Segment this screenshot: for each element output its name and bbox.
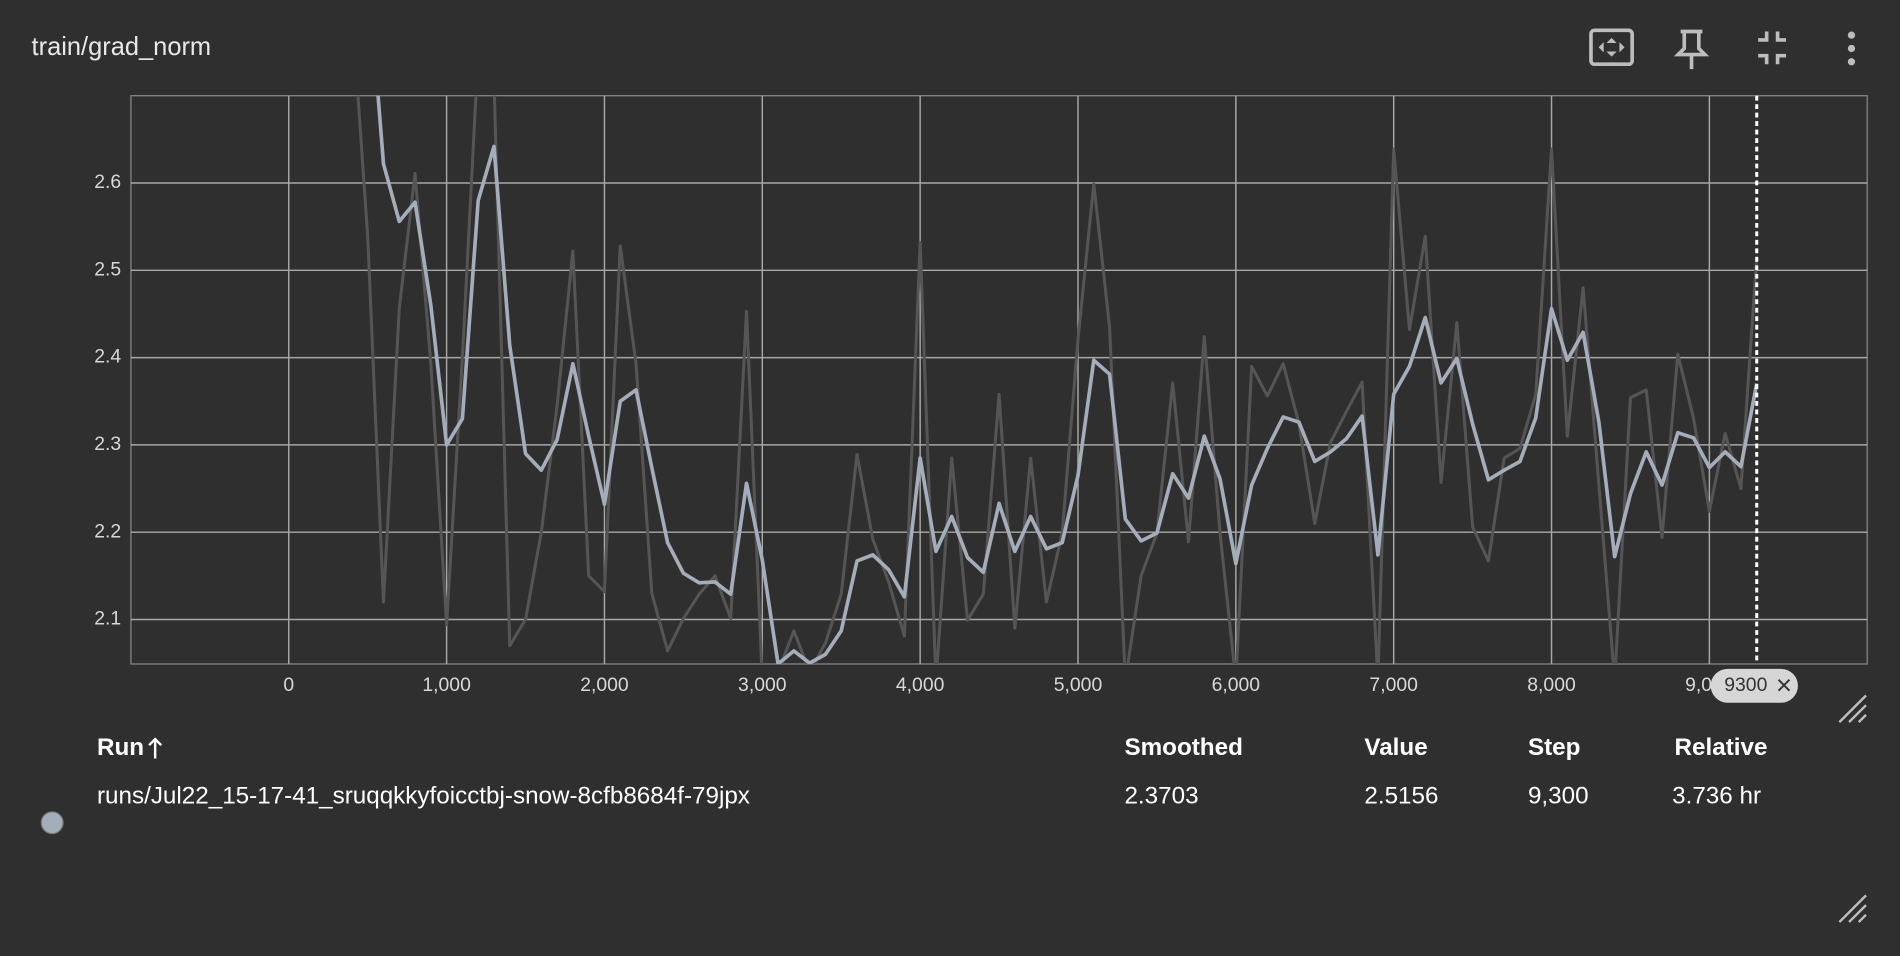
toolbar [1589, 28, 1856, 70]
header-step[interactable]: Step [1528, 734, 1580, 761]
cursor-close[interactable] [1777, 679, 1791, 692]
x-tick-label: 1,000 [422, 674, 471, 696]
y-tick-label: 2.2 [94, 520, 121, 542]
header-relative[interactable]: Relative [1675, 734, 1768, 761]
run-table: Run Smoothed Value Step Relative runs/Ju… [40, 734, 1768, 835]
smoothed-cell: 2.3703 [1124, 783, 1198, 810]
y-tick-label: 2.1 [94, 608, 121, 630]
resize-handle[interactable] [1838, 694, 1867, 724]
y-tick-label: 2.5 [94, 258, 121, 280]
cursor-chip [1710, 668, 1798, 703]
more-button[interactable] [1847, 31, 1856, 66]
x-tick-label: 0 [283, 674, 294, 696]
value-cell: 2.5156 [1364, 783, 1438, 810]
y-tick-label: 2.3 [94, 433, 121, 455]
relative-cell: 3.736 hr [1672, 783, 1761, 810]
x-tick-label: 4,000 [896, 674, 945, 696]
x-tick-label: 2,000 [580, 674, 629, 696]
run-color-dot [40, 811, 64, 835]
header-run[interactable]: Run [97, 734, 144, 761]
card-resize-handle[interactable] [1838, 894, 1867, 923]
x-tick-label: 7,000 [1369, 674, 1418, 696]
y-tick-label: 2.4 [94, 346, 121, 368]
sort-arrow [148, 737, 163, 759]
x-tick-label: 8,000 [1527, 674, 1576, 696]
grid [130, 95, 1868, 664]
x-tick-label: 3,000 [738, 674, 787, 696]
header-value[interactable]: Value [1364, 734, 1427, 761]
series-line [356, 95, 1759, 664]
plot-lines [356, 95, 1759, 664]
step-cell: 9,300 [1528, 783, 1589, 810]
series-line [376, 95, 1759, 664]
pin-button[interactable] [1673, 29, 1710, 70]
run-name: runs/Jul22_15-17-41_sruqqkkyfoicctbj-sno… [97, 783, 750, 810]
x-tick-label: 6,000 [1212, 674, 1261, 696]
y-tick-label: 2.6 [94, 171, 121, 193]
x-tick-label: 5,000 [1054, 674, 1103, 696]
axes: 2.1 2.2 2.3 2.4 2.5 2.6 0 1,000 2,000 3,000 4,000 5… [94, 95, 1798, 703]
header-smoothed[interactable]: Smoothed [1124, 734, 1242, 761]
cursor-label: 9300 [1724, 674, 1767, 696]
fit-domain-button[interactable] [1589, 28, 1634, 67]
card-title: train/grad_norm [32, 33, 212, 61]
plot-frame [130, 95, 1868, 665]
collapse-button[interactable] [1758, 31, 1787, 65]
